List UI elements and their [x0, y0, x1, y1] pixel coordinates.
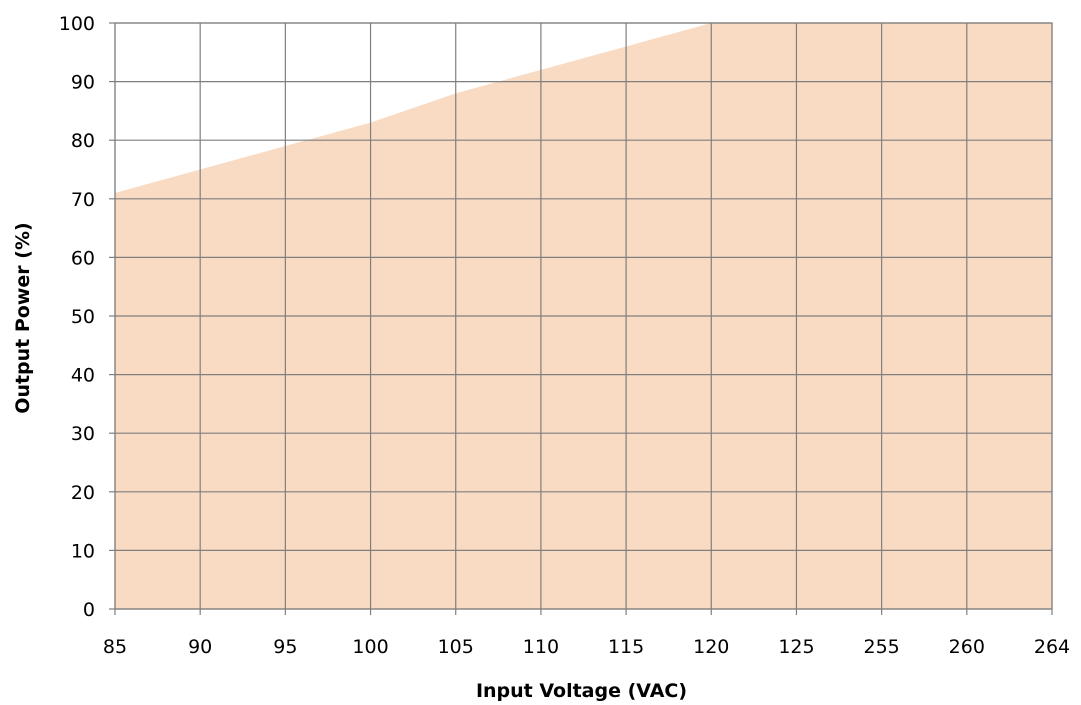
y-tick-label: 30: [71, 423, 95, 445]
x-axis-ticks: 85 90 95 100 105 110 115 120 125 255 260 264: [103, 636, 1070, 658]
x-tick-label: 110: [523, 636, 559, 658]
x-tick-label: 120: [693, 636, 729, 658]
x-tick-label: 260: [949, 636, 985, 658]
y-tick-label: 40: [71, 365, 95, 387]
y-tick-label: 70: [71, 189, 95, 211]
x-tick-label: 255: [864, 636, 900, 658]
y-tick-label: 80: [71, 130, 95, 152]
x-tick-label: 95: [273, 636, 297, 658]
y-axis-title: Output Power (%): [12, 222, 34, 413]
y-tick-label: 90: [71, 72, 95, 94]
y-tick-label: 100: [59, 13, 95, 35]
x-tick-label: 85: [103, 636, 127, 658]
y-tick-label: 50: [71, 306, 95, 328]
x-tick-label: 100: [352, 636, 388, 658]
y-tick-label: 0: [83, 599, 95, 621]
grid: [109, 22, 1053, 615]
x-axis-title: Input Voltage (VAC): [476, 680, 687, 702]
x-tick-label: 125: [778, 636, 814, 658]
y-tick-label: 20: [71, 482, 95, 504]
y-axis-ticks: 0 10 20 30 40 50 60 70 80 90 100: [59, 13, 95, 621]
x-tick-label: 264: [1034, 636, 1070, 658]
x-tick-label: 105: [438, 636, 474, 658]
y-tick-label: 10: [71, 540, 95, 562]
x-tick-label: 90: [188, 636, 212, 658]
x-tick-label: 115: [608, 636, 644, 658]
y-tick-label: 60: [71, 247, 95, 269]
